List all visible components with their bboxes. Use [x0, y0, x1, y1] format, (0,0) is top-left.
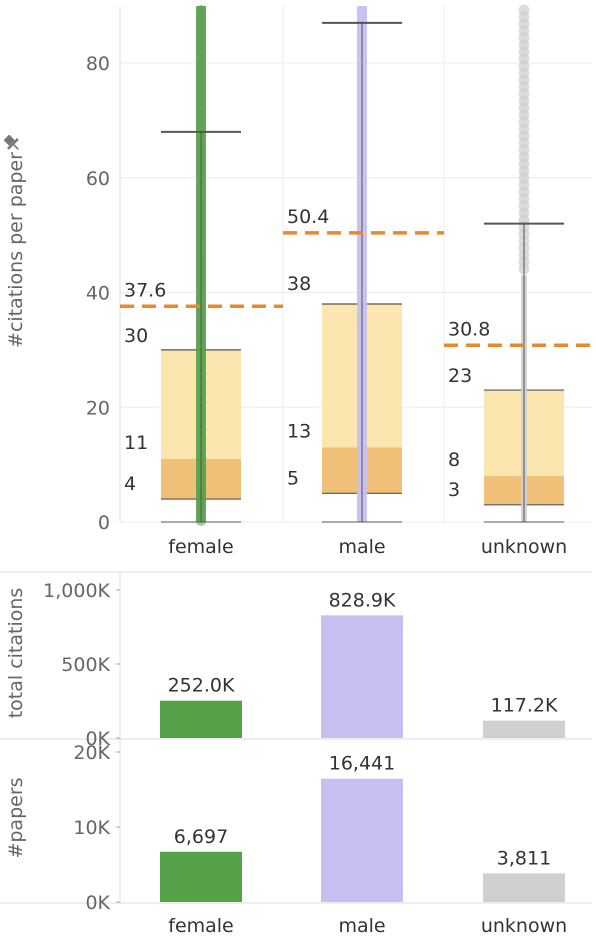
- bar-value-label: 6,697: [174, 826, 228, 848]
- data-point: [196, 89, 206, 99]
- y-axis-title: total citations: [5, 588, 27, 719]
- data-point: [196, 61, 206, 71]
- bar-total-female: [160, 700, 242, 738]
- y-axis-title: #papers: [5, 777, 27, 858]
- data-point: [196, 82, 206, 92]
- data-point: [196, 26, 206, 36]
- data-point: [196, 12, 206, 22]
- bar-value-label: 16,441: [329, 753, 395, 775]
- axes-layer: 0 20 40 60 80 #citations per paper female male u…: [3, 53, 567, 937]
- x-tick-label-bottom-female: female: [168, 915, 234, 937]
- mean-label-female: 37.6: [124, 279, 166, 301]
- q1-label-female: 4: [124, 473, 136, 495]
- y-tick-label: 0K: [85, 728, 110, 750]
- pin-icon: [3, 134, 19, 150]
- q1-label-unknown: 3: [448, 479, 460, 501]
- y-tick-label: 500K: [61, 654, 110, 676]
- data-point: [196, 75, 206, 85]
- median-label-unknown: 8: [448, 449, 460, 471]
- pin-icon-needle: [12, 143, 19, 150]
- bar-total-male: [321, 615, 403, 738]
- y-tick-label: 0: [98, 512, 110, 534]
- pin-icon-head: [3, 134, 15, 146]
- y-tick-label: 80: [86, 53, 110, 75]
- mean-label-male: 50.4: [287, 206, 329, 228]
- bar-value-label: 828.9K: [329, 589, 396, 611]
- median-label-female: 11: [124, 432, 148, 454]
- data-point: [196, 103, 206, 113]
- data-point: [196, 54, 206, 64]
- mean-label-unknown: 30.8: [448, 318, 490, 340]
- data-point: [196, 110, 206, 120]
- data-point: [196, 68, 206, 78]
- y-axis-title: #citations per paper: [5, 152, 27, 348]
- q3-label-female: 30: [124, 325, 148, 347]
- y-tick-label: 20K: [73, 742, 110, 764]
- x-tick-label-bottom-unknown: unknown: [481, 915, 567, 937]
- y-tick-label: 1,000K: [43, 580, 110, 602]
- bar-papers-unknown: [483, 873, 565, 902]
- data-point: [196, 40, 206, 50]
- bar-value-label: 3,811: [497, 847, 551, 869]
- bar-value-label: 117.2K: [491, 695, 558, 717]
- data-point: [196, 33, 206, 43]
- q1-label-male: 5: [287, 467, 299, 489]
- q3-label-unknown: 23: [448, 365, 472, 387]
- panel-borders: [0, 6, 592, 904]
- x-tick-label-bottom-male: male: [338, 915, 385, 937]
- y-tick-label: 40: [86, 283, 110, 305]
- data-point: [196, 117, 206, 127]
- bar-total-unknown: [483, 720, 565, 738]
- data-point: [196, 96, 206, 106]
- median-label-male: 13: [287, 420, 311, 442]
- bar-value-label: 252.0K: [168, 675, 235, 697]
- x-tick-label-male: male: [338, 536, 385, 558]
- x-tick-label-unknown: unknown: [481, 536, 567, 558]
- bar-papers-female: [160, 851, 242, 902]
- marks-layer: [120, 4, 592, 902]
- pin-icon-base: [7, 138, 19, 150]
- y-tick-label: 0K: [85, 892, 110, 914]
- data-point: [196, 47, 206, 57]
- data-point: [196, 19, 206, 29]
- data-point: [196, 5, 206, 15]
- y-tick-label: 20: [86, 397, 110, 419]
- q3-label-male: 38: [287, 273, 311, 295]
- y-tick-label: 10K: [73, 817, 110, 839]
- y-tick-label: 60: [86, 168, 110, 190]
- labels-layer: 37.6 30 11 4 50.4 38 13 5 30.8 23 8 3 252.0K 828.9K 11…: [124, 206, 558, 870]
- x-tick-label-female: female: [168, 536, 234, 558]
- bar-papers-male: [321, 778, 403, 902]
